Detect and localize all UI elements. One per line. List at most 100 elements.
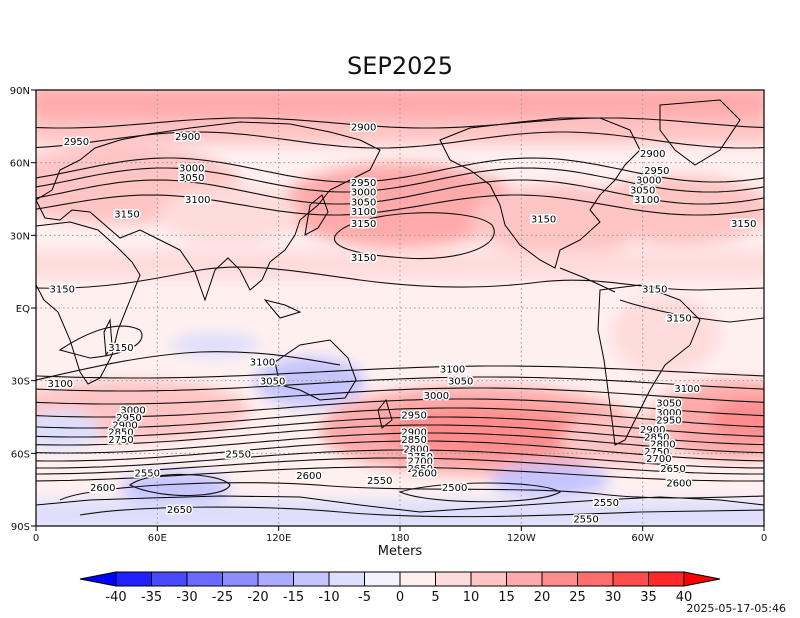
contour-line: [36, 117, 764, 129]
contour-label: 3100: [440, 365, 465, 376]
contour-label: 3000: [636, 176, 661, 187]
contour-label: 2900: [401, 428, 426, 439]
contour-label: 2900: [112, 420, 137, 431]
colorbar-swatch: [364, 571, 401, 587]
colorbar-swatch: [222, 571, 259, 587]
contour-label: 2600: [412, 469, 437, 480]
colorbar-swatch: [648, 571, 685, 587]
colorbar-tick-label: 0: [396, 590, 404, 605]
contour-label: 3050: [630, 185, 655, 196]
contour-label: 2650: [407, 464, 432, 475]
graticule: [36, 90, 764, 526]
contour-label: 3100: [250, 357, 275, 368]
colorbar-swatch: [186, 571, 223, 587]
lat-tick-label: 60S: [11, 449, 30, 460]
contour-label: 3150: [50, 285, 75, 296]
colorbar-tick-label: -10: [318, 590, 339, 605]
contour-label: 2850: [401, 435, 426, 446]
contour-line: [36, 387, 764, 405]
contour-label: 2600: [296, 471, 321, 482]
lat-tick-label: 60N: [10, 159, 30, 170]
contour-line: [36, 457, 764, 475]
contour-label: 3050: [448, 377, 473, 388]
contour-label: 3100: [48, 379, 73, 390]
lon-tick-label: 0: [33, 533, 39, 544]
contour-line: [36, 440, 764, 462]
contour-line: [36, 266, 764, 291]
lat-tick-label: 90N: [10, 86, 30, 97]
contour-label: 2800: [650, 440, 675, 451]
coastlines: [36, 99, 764, 513]
contour-label: 3150: [351, 219, 376, 230]
colorbar-tick-label: 5: [431, 590, 439, 605]
contour-line: [36, 167, 764, 193]
contour-line: [36, 157, 764, 183]
colorbar-over-arrow: [683, 571, 721, 587]
contour-label: 3150: [108, 343, 133, 354]
contour-label: 3150: [531, 214, 556, 225]
colorbar-tick-label: 40: [676, 590, 693, 605]
contour-label: 3150: [642, 285, 667, 296]
colorbar-swatch: [612, 571, 649, 587]
contour-label: 2650: [660, 464, 685, 475]
colorbar-swatch: [328, 571, 365, 587]
colorbar-swatch: [115, 571, 152, 587]
contour-label: 2850: [108, 428, 133, 439]
contour-line: [128, 473, 231, 497]
contour-label: 3150: [731, 219, 756, 230]
colorbar: -40 -35 -30 -25 -20 -15 -10 -5 0 5 10 15 20 25 30 35 40: [79, 571, 721, 605]
lon-tick-label: 0: [761, 533, 767, 544]
contour-label: 2700: [407, 457, 432, 468]
contour-label: 3150: [666, 314, 691, 325]
contour-label: 3000: [424, 391, 449, 402]
colorbar-swatch: [470, 571, 507, 587]
lon-tick-label: 120W: [507, 533, 536, 544]
contour-line: [36, 179, 764, 205]
contour-line: [36, 424, 764, 446]
contour-line: [36, 407, 764, 429]
contour-label: 3150: [114, 210, 139, 221]
lon-tick-label: 180: [390, 533, 409, 544]
contour-label: 3100: [185, 195, 210, 206]
latitude-labels: 90N 60N 30N EQ 30S 60S 90S: [10, 86, 36, 533]
contour-line: [333, 212, 495, 260]
contour-label: 3050: [260, 377, 285, 388]
colorbar-tick-label: 10: [463, 590, 480, 605]
colorbar-tick-label: -40: [105, 590, 126, 605]
longitude-labels: 0 60E 120E 180 120W 60W 0: [33, 526, 767, 544]
axis-label: Meters: [378, 544, 423, 559]
colorbar-swatch: [257, 571, 294, 587]
colorbar-tick-label: -5: [358, 590, 371, 605]
contour-line: [619, 299, 764, 323]
contour-label: 2950: [644, 166, 669, 177]
contour-label: 2750: [108, 435, 133, 446]
lon-tick-label: 120E: [266, 533, 291, 544]
lat-tick-label: EQ: [16, 304, 30, 315]
contour-label: 2900: [640, 149, 665, 160]
contour-label: 3150: [351, 253, 376, 264]
contour-label: 2750: [407, 452, 432, 463]
contour-line: [36, 449, 764, 469]
contour-label: 3000: [351, 188, 376, 199]
contour-line: [36, 432, 764, 454]
colorbar-tick-label: -15: [283, 590, 304, 605]
contour-label: 2950: [116, 413, 141, 424]
lon-tick-label: 60W: [631, 533, 654, 544]
colorbar-tick-label: 15: [498, 590, 515, 605]
contour-label: 2550: [573, 515, 598, 526]
contour-label: 3000: [179, 164, 204, 175]
colorbar-swatch: [435, 571, 472, 587]
colorbar-tick-label: -20: [247, 590, 268, 605]
colorbar-under-arrow: [79, 571, 117, 587]
contour-label: 2900: [640, 425, 665, 436]
contour-line: [398, 482, 562, 503]
contour-label: 2950: [401, 411, 426, 422]
colorbar-swatch: [151, 571, 188, 587]
contour-label: 2950: [656, 415, 681, 426]
contour-label: 2550: [594, 498, 619, 509]
contour-line: [59, 482, 764, 501]
contour-label: 2900: [351, 122, 376, 133]
colorbar-swatch: [541, 571, 578, 587]
contour-label: 3100: [674, 384, 699, 395]
contour-label: 2950: [64, 137, 89, 148]
